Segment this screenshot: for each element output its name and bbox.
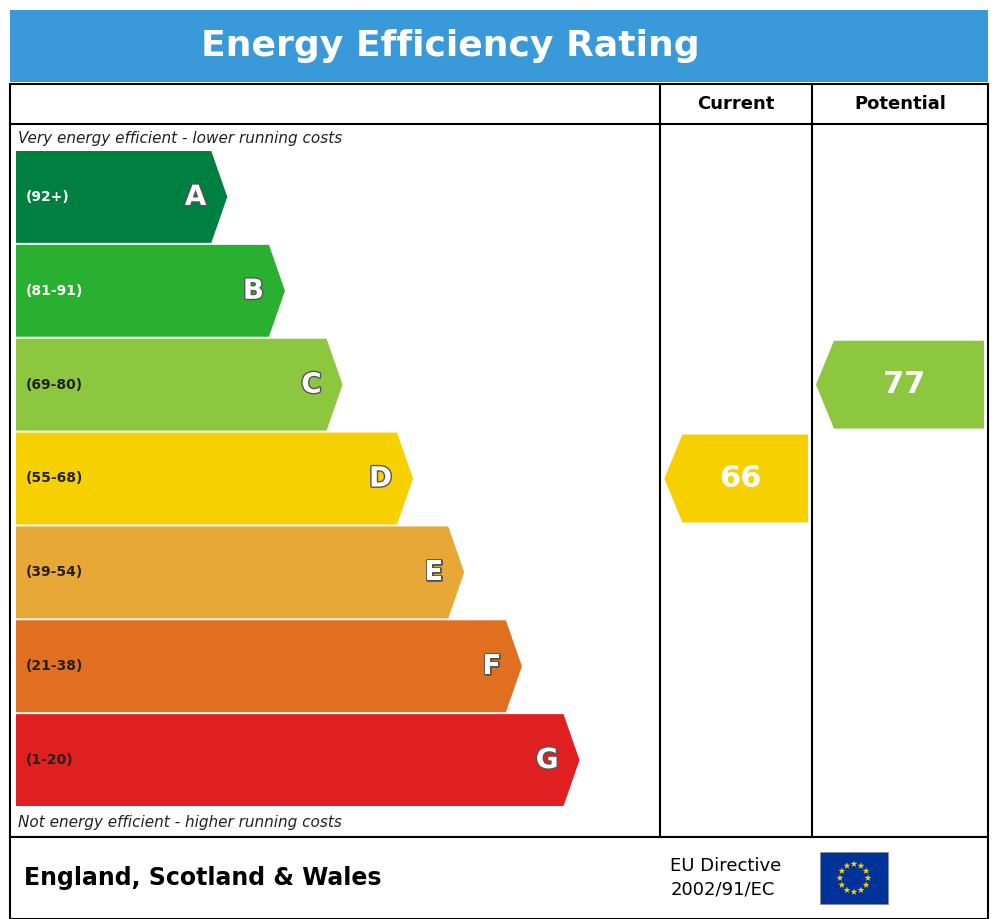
Text: (1-20): (1-20) [26, 753, 74, 767]
Text: B: B [243, 277, 263, 305]
Text: 66: 66 [719, 464, 761, 493]
Polygon shape [850, 860, 857, 867]
Text: (69-80): (69-80) [26, 378, 83, 391]
Polygon shape [16, 433, 413, 525]
Polygon shape [838, 881, 845, 888]
Polygon shape [838, 868, 845, 874]
Bar [10, 84, 988, 837]
Polygon shape [862, 881, 869, 888]
Polygon shape [843, 887, 850, 893]
Text: EU Directive
2002/91/EC: EU Directive 2002/91/EC [671, 857, 781, 899]
Polygon shape [16, 339, 342, 431]
Polygon shape [836, 875, 843, 880]
Text: Potential: Potential [854, 95, 946, 113]
Polygon shape [16, 714, 580, 806]
Polygon shape [16, 244, 285, 336]
Text: Current: Current [698, 95, 774, 113]
Text: C: C [301, 370, 321, 399]
Polygon shape [857, 887, 864, 893]
Polygon shape [16, 151, 228, 243]
Text: Energy Efficiency Rating: Energy Efficiency Rating [201, 29, 700, 63]
Polygon shape [665, 435, 808, 522]
Polygon shape [16, 527, 464, 618]
Text: (21-38): (21-38) [26, 659, 84, 674]
Text: F: F [482, 652, 501, 680]
Polygon shape [843, 862, 850, 868]
Text: D: D [369, 464, 392, 493]
Polygon shape [816, 341, 984, 428]
Text: (39-54): (39-54) [26, 565, 83, 579]
Text: (81-91): (81-91) [26, 284, 84, 298]
Text: (92+): (92+) [26, 190, 70, 204]
Text: E: E [424, 559, 443, 586]
Polygon shape [864, 875, 871, 880]
Polygon shape [862, 868, 869, 874]
Polygon shape [850, 889, 857, 895]
Polygon shape [16, 620, 522, 712]
Text: A: A [185, 183, 207, 211]
Text: Not energy efficient - higher running costs: Not energy efficient - higher running co… [18, 815, 342, 831]
Bar [10, 10, 988, 82]
Text: (55-68): (55-68) [26, 471, 84, 485]
Bar [10, 837, 988, 919]
Bar [820, 852, 888, 904]
Text: G: G [536, 746, 559, 774]
Polygon shape [857, 862, 864, 868]
Text: England, Scotland & Wales: England, Scotland & Wales [24, 866, 381, 890]
Text: Very energy efficient - lower running costs: Very energy efficient - lower running co… [18, 130, 342, 145]
Text: 77: 77 [883, 370, 925, 399]
